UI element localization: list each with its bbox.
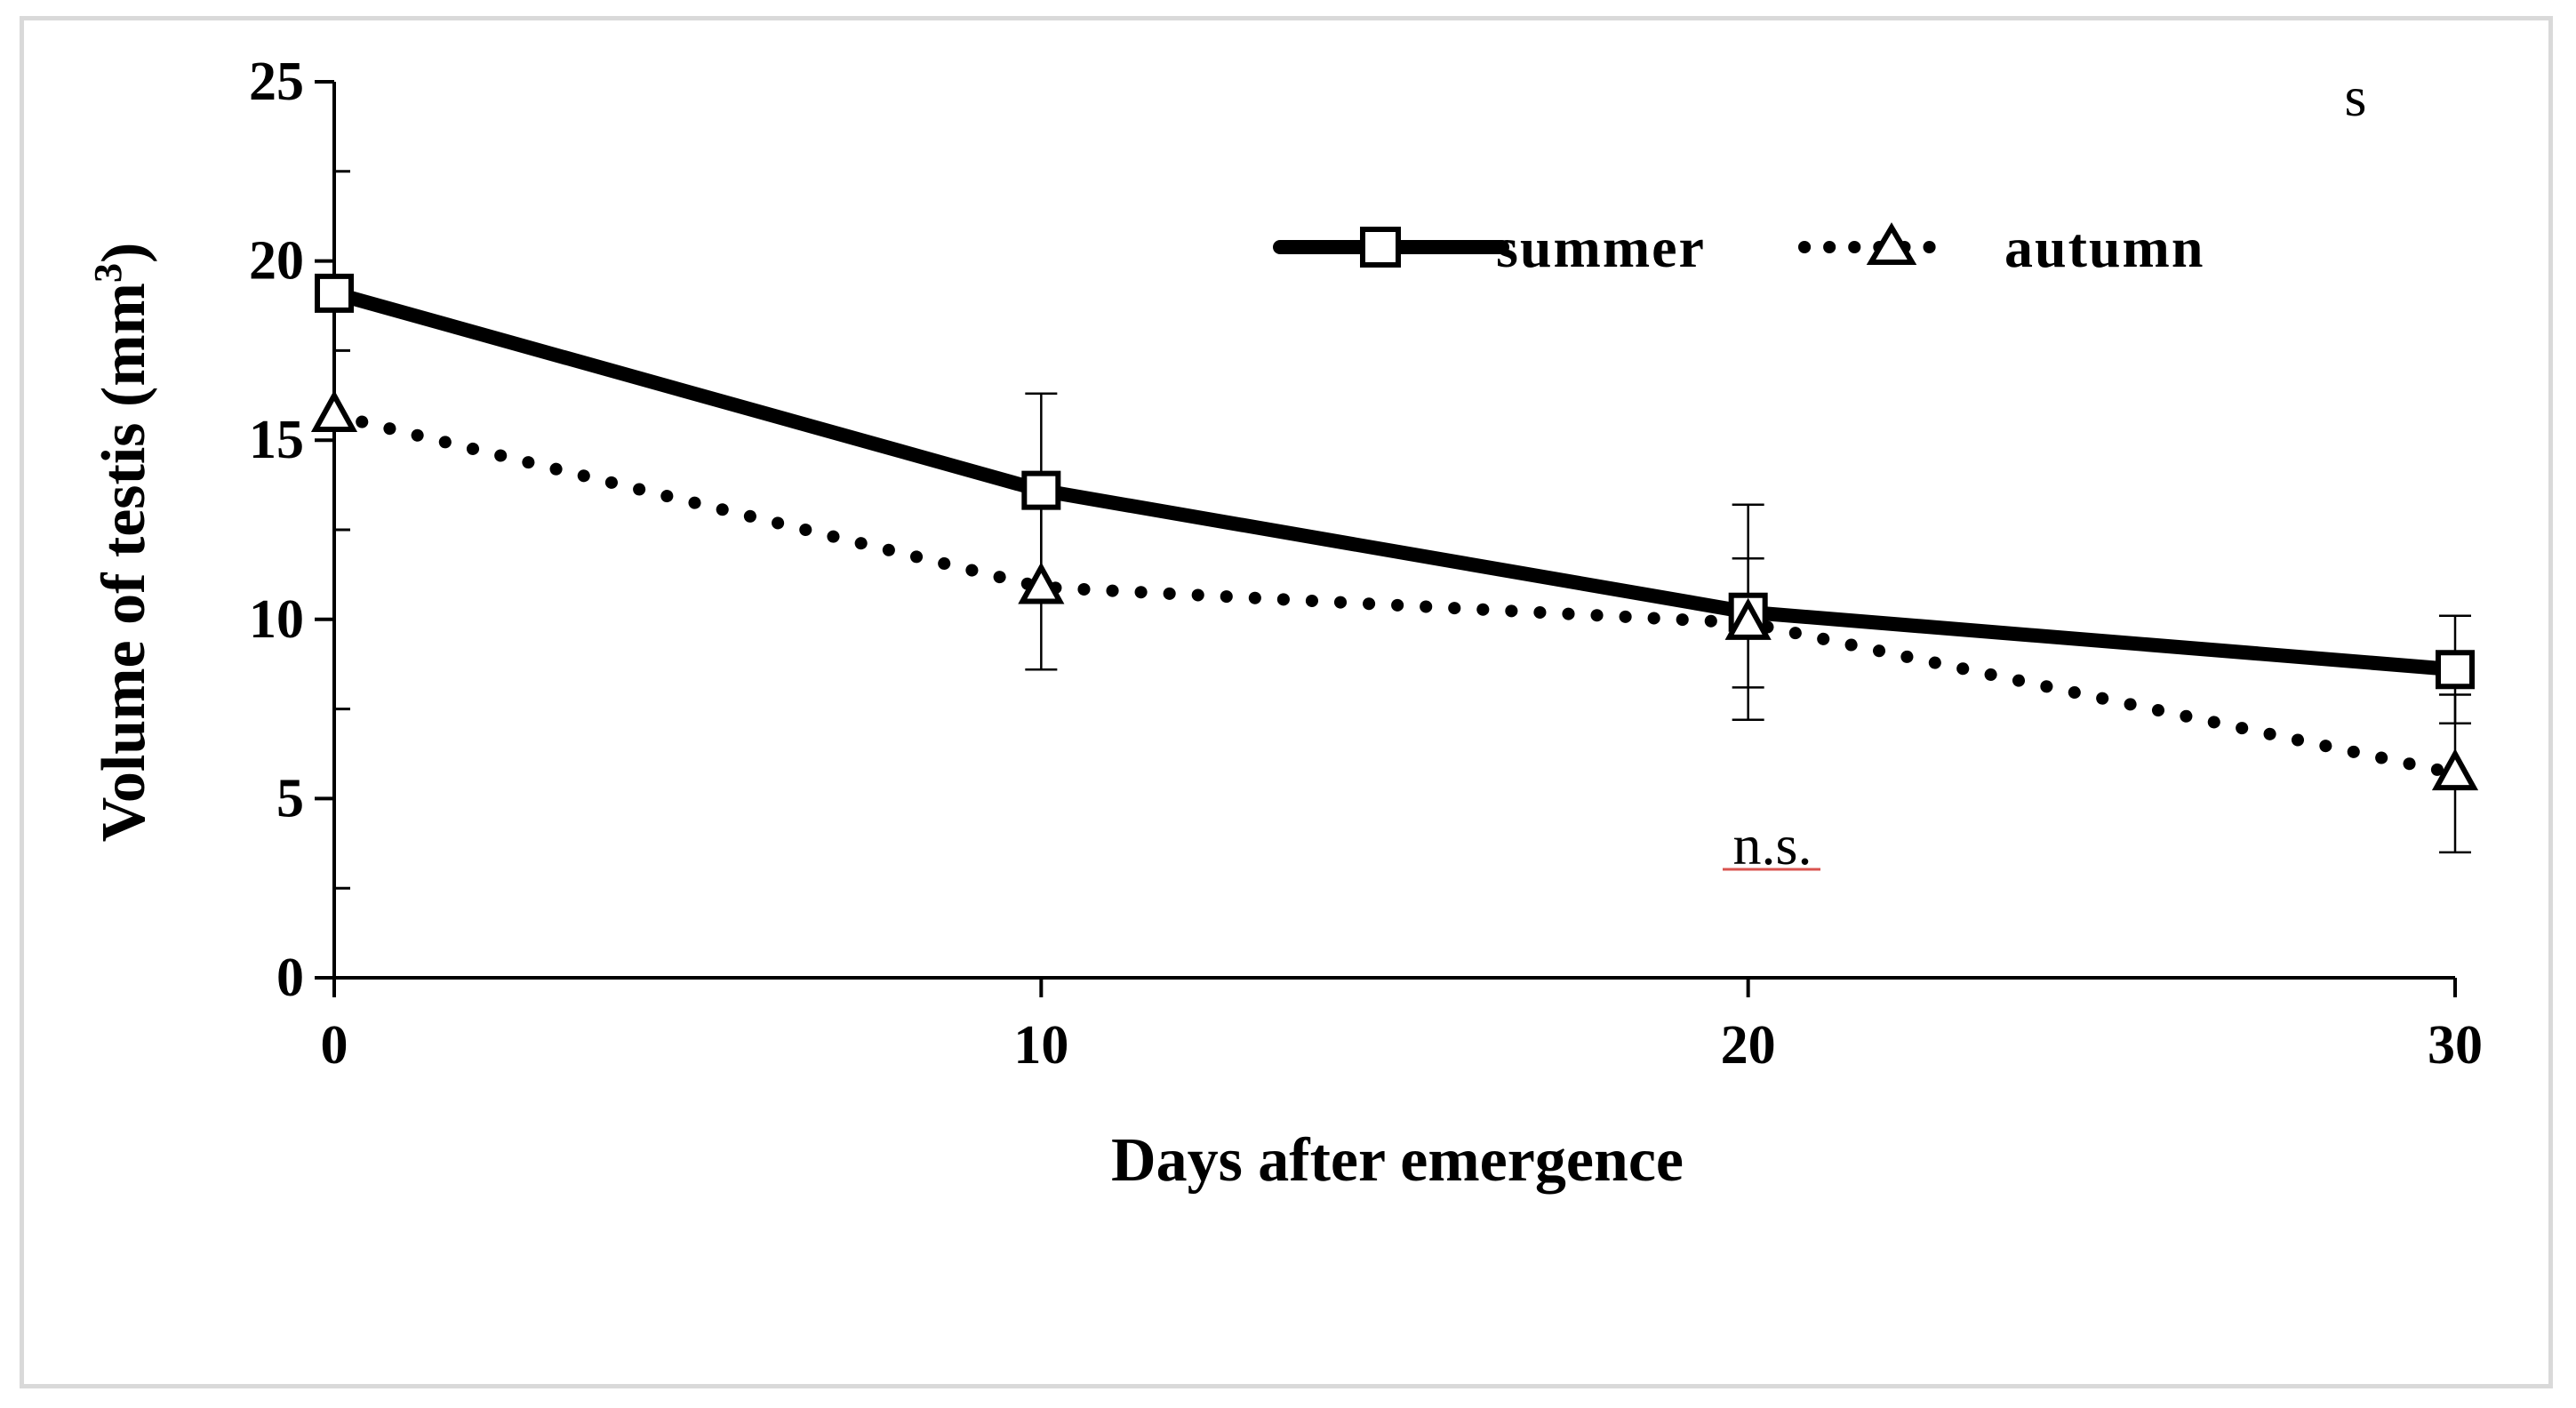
x-axis-title: Days after emergence xyxy=(1111,1126,1684,1195)
legend-summer-marker xyxy=(1360,227,1401,268)
marker-autumn xyxy=(1724,597,1772,640)
x-tick-label: 30 xyxy=(2428,1015,2483,1076)
y-axis-title-group: Volume of testis (mm3) xyxy=(86,243,158,843)
marker-summer xyxy=(2436,650,2475,690)
annotation-ns: n.s. xyxy=(1733,813,1812,876)
marker-autumn xyxy=(310,389,358,432)
marker-summer xyxy=(1021,470,1061,510)
marker-autumn xyxy=(1018,562,1065,604)
y-tick-label: 5 xyxy=(276,768,304,828)
y-tick-label: 15 xyxy=(249,410,304,470)
series-line-summer xyxy=(327,285,2462,677)
series-line-autumn xyxy=(328,408,2461,780)
y-axis-title-close: ) xyxy=(90,243,158,263)
y-tick-label: 20 xyxy=(249,231,304,292)
x-tick-label: 20 xyxy=(1721,1015,1776,1076)
y-tick-label: 25 xyxy=(249,52,304,112)
x-tick-label: 0 xyxy=(321,1015,348,1076)
marker-autumn xyxy=(2431,748,2479,791)
legend-autumn-label: autumn xyxy=(2004,216,2204,279)
y-axis-title: Volume of testis (mm3) xyxy=(86,243,158,843)
legend-autumn-marker xyxy=(1866,222,1917,265)
y-tick-label: 10 xyxy=(249,589,304,650)
y-tick-label: 0 xyxy=(276,948,304,1008)
series-markers xyxy=(310,273,2479,791)
marker-summer xyxy=(315,273,354,313)
y-axis-title-main: Volume of testis (mm xyxy=(90,283,158,842)
legend: summer autumn xyxy=(1273,216,2204,279)
series-lines xyxy=(327,285,2462,780)
y-axis-title-superscript: 3 xyxy=(86,263,130,283)
x-tick-label: 10 xyxy=(1013,1015,1068,1076)
legend-summer-label: summer xyxy=(1496,216,1706,279)
tick-labels: 0 5 10 15 20 25 0 10 20 30 xyxy=(249,52,2483,1076)
annotation-s: s xyxy=(2345,65,2367,128)
axes xyxy=(315,80,2457,997)
